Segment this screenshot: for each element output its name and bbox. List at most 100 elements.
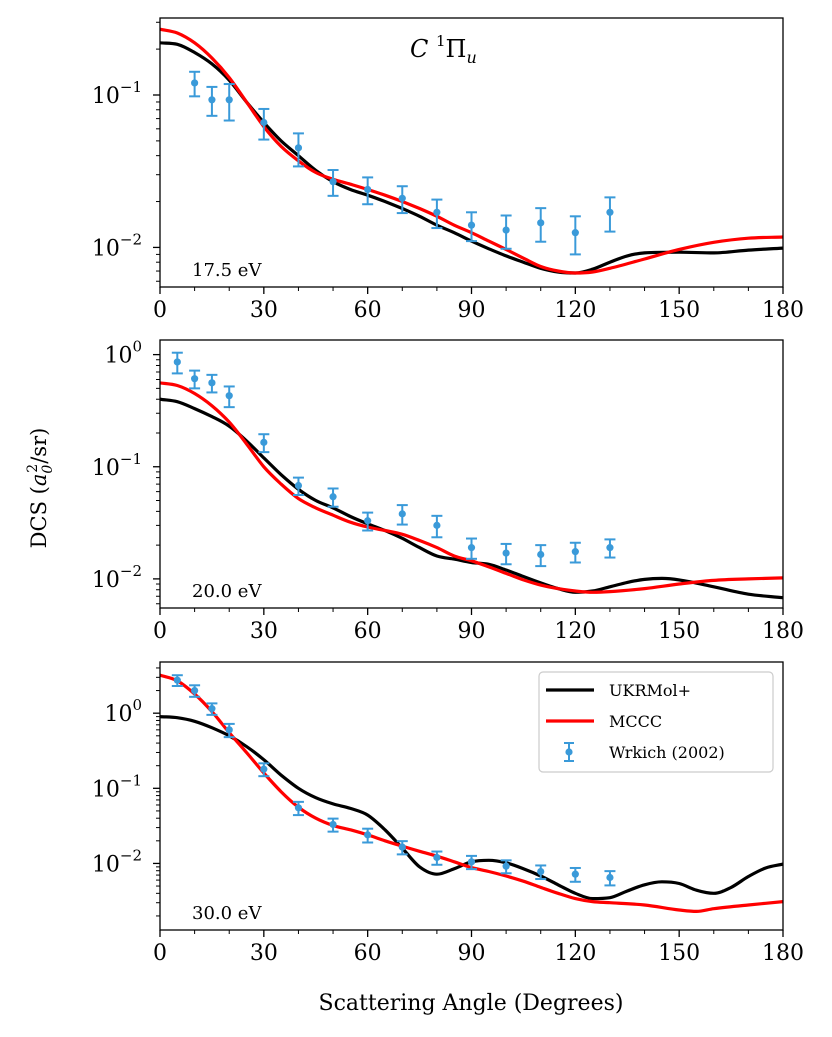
x-tick-label: 0 [153, 941, 167, 966]
x-tick-label: 180 [762, 619, 804, 644]
data-point [606, 873, 614, 882]
x-tick-label: 60 [354, 941, 382, 966]
data-point [260, 118, 268, 127]
legend-label: Wrkich (2002) [609, 743, 725, 762]
data-point [173, 358, 181, 366]
data-point [173, 676, 181, 684]
svg-text:C 1Πu: C 1Πu [410, 32, 477, 67]
panel-2: 0 30 60 90 120 150 180 100 10−1 10−2 20.0 eV [92, 338, 804, 644]
data-point [537, 867, 545, 876]
data-point [364, 185, 372, 194]
y-tick-label: 10−2 [92, 846, 142, 877]
y-tick-label: 10−1 [92, 450, 142, 481]
x-tick-label: 90 [458, 619, 486, 644]
data-point [433, 208, 441, 216]
x-tick-label: 0 [153, 298, 167, 323]
ylabel-sub: 0 [40, 465, 56, 474]
data-point [260, 438, 268, 446]
data-point [329, 820, 337, 829]
x-axis-label: Scattering Angle (Degrees) [319, 991, 624, 1016]
x-tick-label: 30 [250, 298, 278, 323]
data-point [191, 79, 199, 87]
y-tick-label: 10−2 [92, 562, 142, 593]
data-point [364, 517, 372, 525]
legend-frame [538, 671, 774, 773]
y-axis-label: DCS (a02/sr) [25, 428, 56, 549]
data-point [398, 510, 406, 518]
title-main: C [410, 35, 436, 63]
x-tick-label: 120 [554, 298, 596, 323]
title-superscript: 1 [436, 32, 446, 50]
title-pi: Π [446, 35, 467, 63]
exp-points-series [171, 674, 616, 887]
data-point [208, 96, 216, 104]
x-tick-label: 120 [554, 941, 596, 966]
legend-exp-marker [565, 748, 573, 756]
data-point [294, 481, 303, 490]
mccc-line [160, 381, 783, 594]
legend: UKRMol+ MCCC Wrkich (2002) [538, 671, 774, 773]
data-point [502, 862, 510, 870]
data-point [571, 870, 579, 878]
x-tick-label: 90 [458, 298, 486, 323]
data-point [571, 548, 579, 556]
exp-points-series [171, 351, 616, 568]
title-subscript: u [466, 48, 476, 67]
data-point [606, 208, 614, 216]
data-point [467, 221, 476, 229]
data-point [191, 375, 199, 383]
ylabel-a: a [27, 474, 51, 487]
axes-frame [159, 339, 784, 609]
ylabel-sup: 2 [25, 464, 41, 473]
data-point [208, 379, 216, 387]
exp-points-series [189, 70, 616, 256]
y-tick-label: 100 [104, 338, 142, 369]
energy-label: 30.0 eV [192, 903, 262, 924]
data-point [398, 194, 406, 202]
data-point [467, 858, 476, 866]
data-point [502, 226, 510, 234]
legend-label: UKRMol+ [609, 681, 691, 700]
figure-title: C 1Πu [410, 32, 477, 67]
x-tick-label: 120 [554, 619, 596, 644]
legend-label: MCCC [609, 712, 662, 731]
data-point [208, 705, 216, 713]
data-point [225, 96, 233, 104]
data-point [364, 831, 372, 839]
data-point [433, 853, 441, 862]
y-tick-label: 10−1 [92, 771, 142, 802]
energy-label: 17.5 eV [192, 260, 262, 281]
x-tick-label: 30 [250, 941, 278, 966]
data-point [329, 178, 337, 186]
ukrmol-line [160, 397, 783, 600]
x-tick-label: 150 [658, 619, 700, 644]
x-tick-label: 180 [762, 941, 804, 966]
x-tick-label: 60 [354, 298, 382, 323]
x-tick-label: 30 [250, 619, 278, 644]
mccc-line [160, 27, 783, 275]
y-tick-label: 10−2 [92, 230, 142, 261]
ylabel-suffix: /sr) [27, 428, 51, 464]
data-point [225, 726, 233, 734]
energy-label: 20.0 eV [192, 581, 262, 602]
x-tick-label: 150 [658, 298, 700, 323]
panel-3: 0 30 60 90 120 150 180 100 10−1 10−2 30.0 eV [92, 661, 804, 966]
x-tick-label: 0 [153, 619, 167, 644]
data-point [537, 550, 545, 559]
data-point [537, 219, 545, 227]
x-tick-label: 180 [762, 298, 804, 323]
data-point [191, 686, 199, 695]
data-point [571, 229, 579, 237]
data-point [433, 521, 441, 529]
data-point [606, 544, 614, 552]
data-point [398, 843, 406, 851]
data-point [294, 804, 303, 812]
y-tick-label: 100 [104, 696, 142, 727]
data-point [467, 544, 476, 552]
ylabel-prefix: DCS ( [27, 486, 51, 548]
panel-1: 0 30 60 90 120 150 180 10−1 10−2 17.5 eV [92, 17, 804, 323]
data-point [502, 549, 510, 557]
x-tick-label: 150 [658, 941, 700, 966]
